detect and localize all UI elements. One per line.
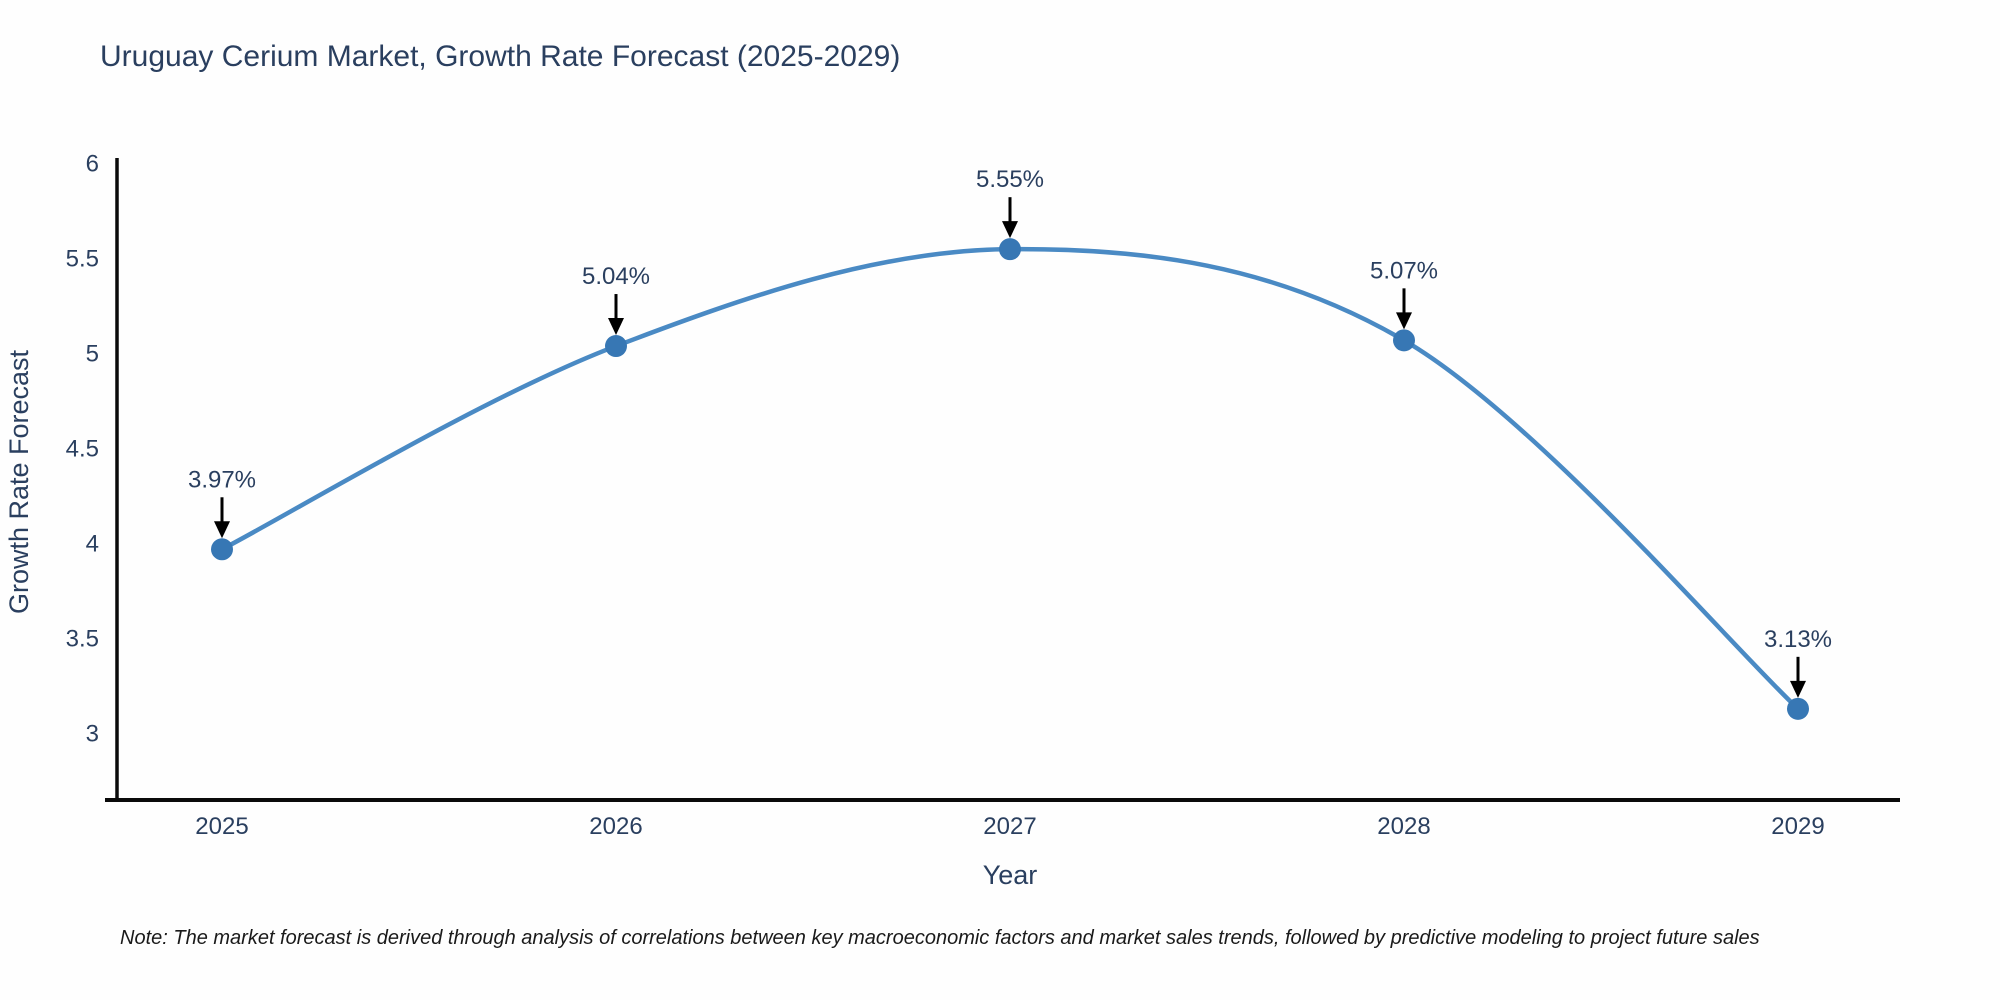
data-point-2027 (999, 238, 1021, 261)
x-tick-label-2025: 2025 (195, 813, 248, 840)
data-point-2028 (1393, 329, 1415, 352)
annotation-arrow-head-2026 (608, 318, 624, 336)
y-tick-label-3: 3 (86, 721, 99, 748)
annotation-arrow-head-2029 (1790, 680, 1806, 698)
annotation-arrow-head-2028 (1396, 312, 1412, 330)
x-tick-label-2028: 2028 (1377, 813, 1430, 840)
y-tick-label-4.5: 4.5 (66, 436, 99, 463)
plot-area: 3 3.5 4 4.5 5 5.5 6 2025 2026 2027 2028 2029 3.97% 5.… (66, 151, 1900, 840)
y-tick-label-6: 6 (86, 151, 99, 178)
annotation-label-2028: 5.07% (1370, 257, 1438, 284)
annotation-arrow-head-2027 (1002, 221, 1018, 239)
annotation-label-2029: 3.13% (1764, 626, 1832, 653)
chart-title: Uruguay Cerium Market, Growth Rate Forec… (100, 40, 900, 73)
data-point-2029 (1787, 697, 1809, 720)
annotation-label-2027: 5.55% (976, 166, 1044, 193)
y-axis-title: Growth Rate Forecast (4, 349, 34, 614)
footnote: Note: The market forecast is derived thr… (120, 927, 1760, 949)
annotation-label-2025: 3.97% (188, 466, 256, 493)
x-tick-label-2026: 2026 (589, 813, 642, 840)
x-axis-title: Year (983, 860, 1038, 890)
y-tick-label-5.5: 5.5 (66, 246, 99, 273)
x-tick-label-2029: 2029 (1771, 813, 1824, 840)
data-point-2025 (211, 538, 233, 561)
annotation-label-2026: 5.04% (582, 263, 650, 290)
y-tick-label-4: 4 (86, 531, 99, 558)
x-tick-label-2027: 2027 (983, 813, 1036, 840)
forecast-line (219, 246, 1801, 712)
y-tick-label-5: 5 (86, 341, 99, 368)
data-point-2026 (605, 335, 627, 358)
annotation-arrow-head-2025 (214, 521, 230, 539)
y-tick-label-3.5: 3.5 (66, 626, 99, 653)
